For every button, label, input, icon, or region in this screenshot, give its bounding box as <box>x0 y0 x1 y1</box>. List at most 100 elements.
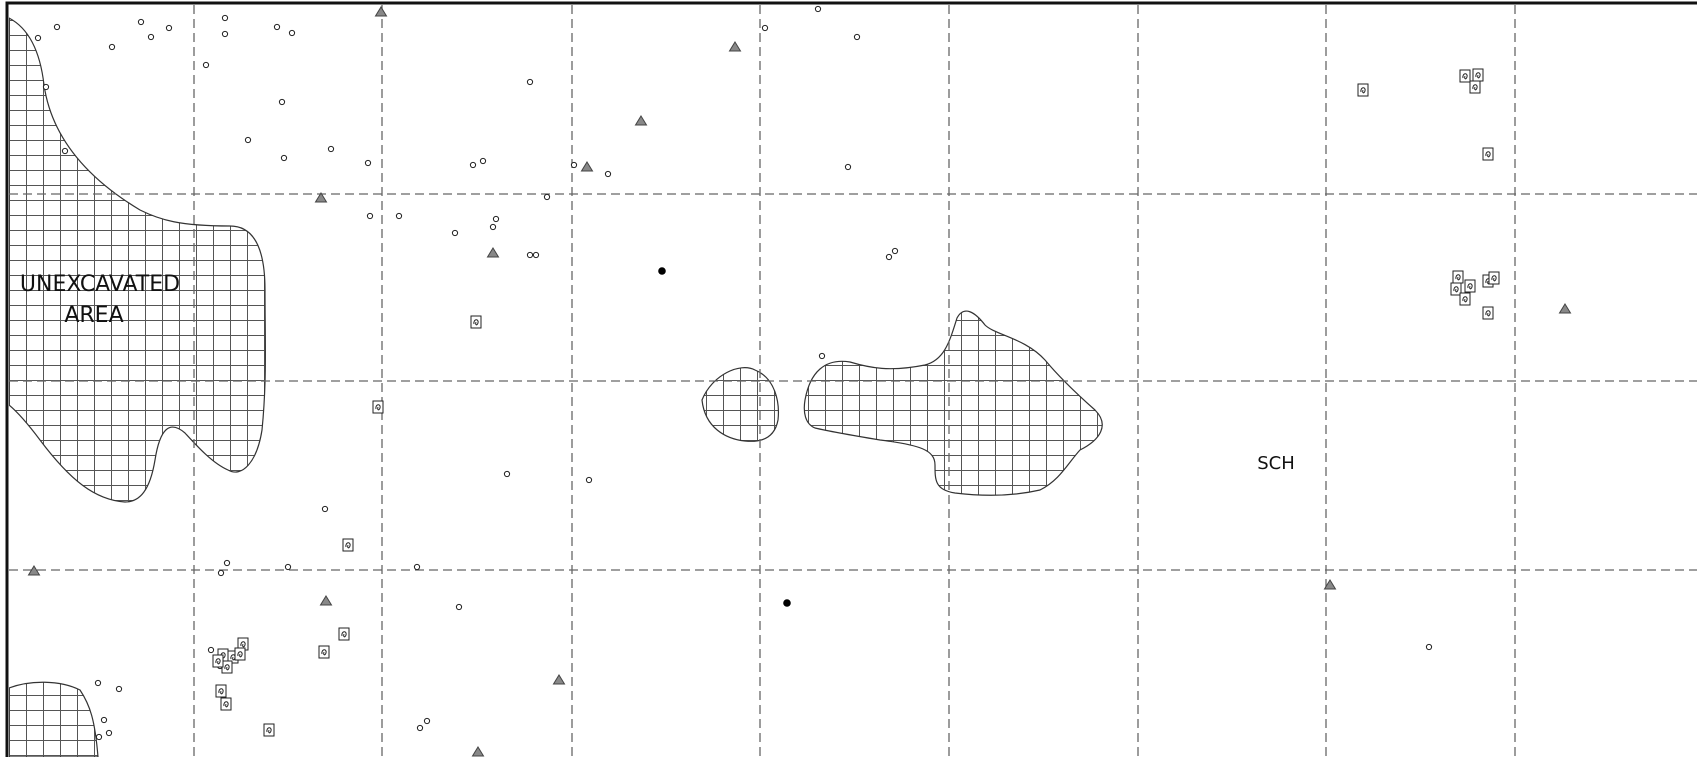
artifact-circle-icon <box>489 223 497 231</box>
artifact-circle-icon <box>108 43 116 51</box>
artifact-circle-icon <box>885 253 893 261</box>
artifact-circle-icon <box>503 470 511 478</box>
artifact-circle-icon <box>891 247 899 255</box>
artifact-square-icon <box>1482 306 1494 320</box>
unexcavated-area-corner <box>9 681 99 757</box>
artifact-square-icon <box>212 654 224 668</box>
artifact-triangle-icon <box>580 161 594 172</box>
artifact-circle-icon <box>221 30 229 38</box>
artifact-square-icon <box>215 684 227 698</box>
artifact-circle-icon <box>223 559 231 567</box>
artifact-circle-icon <box>455 603 463 611</box>
artifact-circle-icon <box>479 157 487 165</box>
artifact-circle-icon <box>95 733 103 741</box>
artifact-square-icon <box>1464 279 1476 293</box>
sch-label: SCH <box>1257 453 1295 474</box>
artifact-circle-icon <box>526 251 534 259</box>
artifact-circle-icon <box>278 98 286 106</box>
artifact-dot-icon <box>783 599 791 607</box>
artifact-circle-icon <box>42 83 50 91</box>
artifact-square-icon <box>221 660 233 674</box>
survey-grid <box>9 5 1697 757</box>
artifact-circle-icon <box>366 212 374 220</box>
artifact-square-icon <box>1459 69 1471 83</box>
artifact-square-icon <box>342 538 354 552</box>
artifact-circle-icon <box>469 161 477 169</box>
artifact-triangle-icon <box>552 674 566 685</box>
unexcavated-label-line2: AREA <box>64 303 123 328</box>
artifact-circle-icon <box>416 724 424 732</box>
artifact-dot-icon <box>658 267 666 275</box>
artifact-triangle-icon <box>319 595 333 606</box>
artifact-square-icon <box>1469 80 1481 94</box>
artifact-triangle-icon <box>1323 579 1337 590</box>
artifact-square-icon <box>220 697 232 711</box>
artifact-square-icon <box>1488 271 1500 285</box>
artifact-circle-icon <box>492 215 500 223</box>
artifact-circle-icon <box>423 717 431 725</box>
plan-frame <box>5 1 1697 757</box>
unexcavated-area-large <box>9 17 266 503</box>
artifact-circle-icon <box>284 563 292 571</box>
artifact-circle-icon <box>115 685 123 693</box>
artifact-circle-icon <box>207 646 215 654</box>
artifact-circle-icon <box>165 24 173 32</box>
artifact-circle-icon <box>321 505 329 513</box>
unexcavated-area-middle <box>803 310 1103 496</box>
artifact-circle-icon <box>202 61 210 69</box>
artifact-circle-icon <box>288 29 296 37</box>
artifact-triangle-icon <box>1558 303 1572 314</box>
artifact-triangle-icon <box>27 565 41 576</box>
artifact-circle-icon <box>53 23 61 31</box>
artifact-square-icon <box>1472 68 1484 82</box>
artifact-triangle-icon <box>486 247 500 258</box>
artifact-circle-icon <box>34 34 42 42</box>
artifact-triangle-icon <box>471 746 485 757</box>
artifact-circle-icon <box>413 563 421 571</box>
artifact-triangle-icon <box>634 115 648 126</box>
artifact-circle-icon <box>105 729 113 737</box>
artifact-circle-icon <box>61 147 69 155</box>
artifact-triangle-icon <box>728 41 742 52</box>
artifact-circle-icon <box>585 476 593 484</box>
artifact-circle-icon <box>364 159 372 167</box>
artifact-circle-icon <box>604 170 612 178</box>
artifact-circle-icon <box>818 352 826 360</box>
artifact-circle-icon <box>100 716 108 724</box>
unexcavated-area-small <box>701 367 779 442</box>
artifact-circle-icon <box>761 24 769 32</box>
find-markers <box>27 5 1572 757</box>
artifact-circle-icon <box>814 5 822 13</box>
artifact-square-icon <box>263 723 275 737</box>
artifact-circle-icon <box>137 18 145 26</box>
artifact-square-icon <box>318 645 330 659</box>
artifact-square-icon <box>1459 292 1471 306</box>
artifact-circle-icon <box>217 569 225 577</box>
artifact-square-icon <box>1357 83 1369 97</box>
artifact-circle-icon <box>94 679 102 687</box>
artifact-circle-icon <box>1425 643 1433 651</box>
artifact-square-icon <box>237 637 249 651</box>
artifact-triangle-icon <box>314 192 328 203</box>
artifact-square-icon <box>1482 147 1494 161</box>
artifact-circle-icon <box>570 161 578 169</box>
unexcavated-zones <box>9 17 1103 757</box>
artifact-triangle-icon <box>374 6 388 17</box>
artifact-circle-icon <box>451 229 459 237</box>
artifact-square-icon <box>234 647 246 661</box>
artifact-circle-icon <box>532 251 540 259</box>
artifact-circle-icon <box>221 14 229 22</box>
artifact-square-icon <box>1452 270 1464 284</box>
artifact-square-icon <box>372 400 384 414</box>
artifact-circle-icon <box>327 145 335 153</box>
artifact-circle-icon <box>543 193 551 201</box>
artifact-circle-icon <box>844 163 852 171</box>
artifact-circle-icon <box>280 154 288 162</box>
artifact-circle-icon <box>244 136 252 144</box>
artifact-circle-icon <box>526 78 534 86</box>
artifact-circle-icon <box>147 33 155 41</box>
artifact-square-icon <box>338 627 350 641</box>
artifact-circle-icon <box>395 212 403 220</box>
unexcavated-label-line1: UNEXCAVATED <box>20 272 180 297</box>
